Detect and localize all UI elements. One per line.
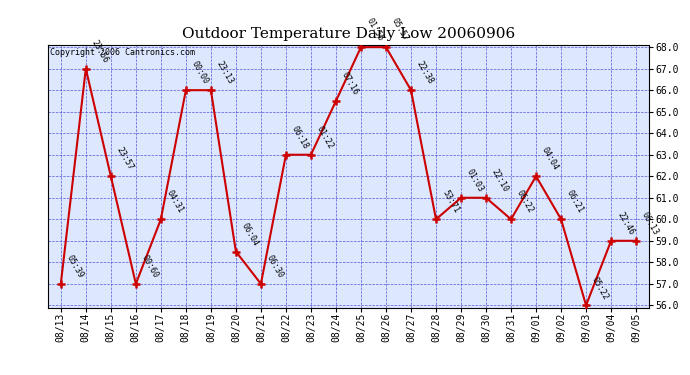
Text: 53:71: 53:71 xyxy=(440,189,460,215)
Title: Outdoor Temperature Daily Low 20060906: Outdoor Temperature Daily Low 20060906 xyxy=(182,27,515,41)
Text: 00:00: 00:00 xyxy=(190,60,210,86)
Text: 22:38: 22:38 xyxy=(415,60,435,86)
Text: 06:21: 06:21 xyxy=(565,189,586,215)
Text: 06:04: 06:04 xyxy=(240,221,260,248)
Text: 04:31: 04:31 xyxy=(165,189,186,215)
Text: 23:56: 23:56 xyxy=(90,38,110,64)
Text: 05:22: 05:22 xyxy=(590,275,611,301)
Text: 01:22: 01:22 xyxy=(315,124,335,151)
Text: 05:39: 05:39 xyxy=(65,254,86,280)
Text: 00:60: 00:60 xyxy=(140,254,160,280)
Text: 23:57: 23:57 xyxy=(115,146,135,172)
Text: 22:10: 22:10 xyxy=(490,168,511,194)
Text: 06:13: 06:13 xyxy=(640,210,660,237)
Text: 06:22: 06:22 xyxy=(515,189,535,215)
Text: 06:30: 06:30 xyxy=(265,254,286,280)
Text: Copyright 2006 Cantronics.com: Copyright 2006 Cantronics.com xyxy=(50,48,195,57)
Text: 05:57: 05:57 xyxy=(390,17,411,43)
Text: 22:46: 22:46 xyxy=(615,210,635,237)
Text: 07:16: 07:16 xyxy=(340,70,360,97)
Text: 23:13: 23:13 xyxy=(215,60,235,86)
Text: 01:56: 01:56 xyxy=(365,17,386,43)
Text: 04:04: 04:04 xyxy=(540,146,560,172)
Text: 06:18: 06:18 xyxy=(290,124,310,151)
Text: 01:03: 01:03 xyxy=(465,168,486,194)
